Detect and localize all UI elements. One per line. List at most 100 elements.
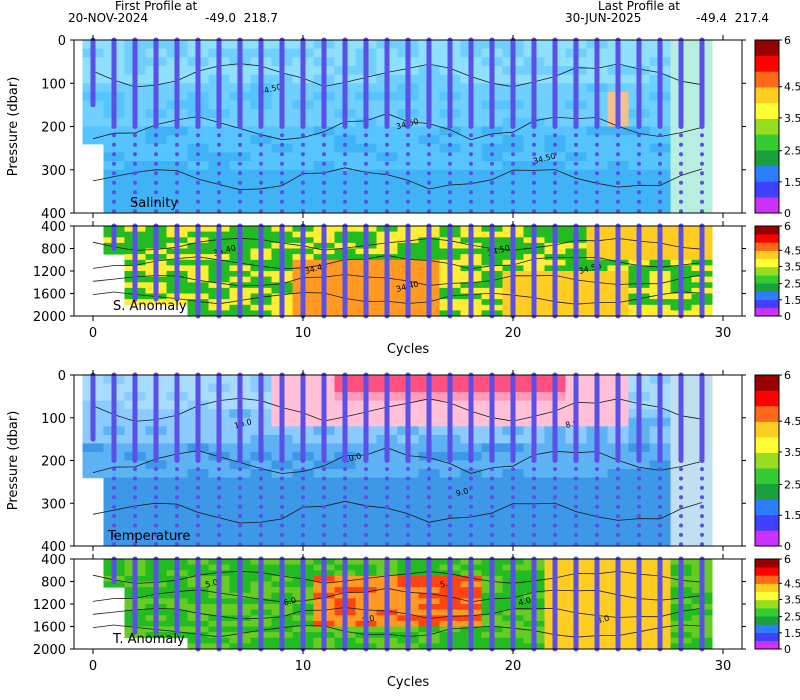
colorbar-tick-label: 3.5 <box>784 261 800 274</box>
profile-sample-point <box>700 485 704 490</box>
profile-sample-point <box>280 171 284 176</box>
profile-sample-point <box>259 161 263 166</box>
profile-sample-point <box>700 161 704 166</box>
y-axis: 400 800 1200 1600 2000 <box>33 553 746 658</box>
profile-sample-point <box>427 532 431 537</box>
profile-sample-point <box>700 209 704 214</box>
profile-sample-point <box>700 476 704 481</box>
profile-sample-point <box>595 152 599 157</box>
profile-sample-point <box>490 171 494 176</box>
colorbar-swatch <box>755 608 779 617</box>
profile-sample-point <box>427 467 431 472</box>
y-axis-label: Pressure (dbar) <box>6 77 21 177</box>
profile-sample-point <box>112 542 116 547</box>
profile-sample-point <box>532 180 536 185</box>
colorbar-swatch <box>755 406 779 422</box>
colorbar-swatch <box>755 575 779 584</box>
profile-sample-point <box>259 504 263 509</box>
profile-sample-point <box>469 485 473 490</box>
profile-sample-point <box>679 171 683 176</box>
profile-sample-point <box>238 133 242 138</box>
profile-sample-point <box>406 133 410 138</box>
profile-sample-point <box>448 209 452 214</box>
profile-sample-point <box>301 152 305 157</box>
colorbar-swatch <box>755 530 779 547</box>
profile-sample-point <box>259 199 263 204</box>
profile-sample-point <box>280 190 284 195</box>
profile-sample-point <box>238 542 242 547</box>
colorbar-swatch <box>755 102 779 119</box>
profile-sample-point <box>679 523 683 528</box>
profile-sample-point <box>175 504 179 509</box>
profile-sample-point <box>280 161 284 166</box>
profile-sample-point <box>322 542 326 547</box>
profile-sample-point <box>112 142 116 147</box>
profile-sample-point <box>322 532 326 537</box>
profile-sample-point <box>553 476 557 481</box>
profile-sample-point <box>616 190 620 195</box>
profile-sample-point <box>679 485 683 490</box>
profile-sample-point <box>385 190 389 195</box>
profile-sample-point <box>511 171 515 176</box>
profile-sample-point <box>112 467 116 472</box>
profile-sample-point <box>343 199 347 204</box>
profile-sample-point <box>427 161 431 166</box>
profile-sample-point <box>385 133 389 138</box>
profile-sample-point <box>133 514 137 519</box>
profile-sample-point <box>490 532 494 537</box>
profile-sample-point <box>637 209 641 214</box>
profile-sample-point <box>322 485 326 490</box>
profile-sample-point <box>574 142 578 147</box>
y-tick-label: 1200 <box>33 265 66 280</box>
profile-sample-point <box>154 504 158 509</box>
profile-sample-point <box>700 171 704 176</box>
profile-sample-point <box>637 171 641 176</box>
profile-markers <box>111 223 705 319</box>
profile-sample-point <box>175 476 179 481</box>
profile-sample-point <box>301 133 305 138</box>
profile-sample-point <box>595 514 599 519</box>
colorbar-tick-label: 0 <box>784 310 791 323</box>
colorbar-swatch <box>755 258 779 268</box>
colorbar-frame <box>754 39 780 214</box>
y-axis: 0 100 200 300 400 Pressure (dbar) <box>6 369 746 555</box>
y-axis: 0 100 200 300 400 Pressure (dbar) <box>6 34 746 222</box>
profile-sample-point <box>511 495 515 500</box>
profile-sample-point <box>595 180 599 185</box>
profile-sample-point <box>511 532 515 537</box>
profile-sample-point <box>238 514 242 519</box>
profile-sample-point <box>385 152 389 157</box>
y-axis: 400 800 1200 1600 2000 <box>33 220 746 325</box>
profile-sample-point <box>511 190 515 195</box>
profile-sample-point <box>364 180 368 185</box>
colorbar-swatch <box>755 437 779 453</box>
profile-sample-point <box>679 133 683 138</box>
profile-sample-point <box>511 209 515 214</box>
profile-sample-point <box>133 190 137 195</box>
profile-sample-point <box>637 514 641 519</box>
contour-line <box>92 167 703 191</box>
profile-sample-point <box>364 514 368 519</box>
profile-sample-point <box>280 199 284 204</box>
profile-sample-point <box>217 133 221 138</box>
profile-sample-point <box>595 542 599 547</box>
profile-sample-point <box>658 495 662 500</box>
first-profile-coords: -49.0 218.7 <box>205 11 279 25</box>
profile-sample-point <box>343 180 347 185</box>
profile-sample-point <box>301 209 305 214</box>
profile-sample-point <box>301 467 305 472</box>
colorbar-swatch <box>755 599 779 609</box>
profile-sample-point <box>385 180 389 185</box>
colorbar-swatch <box>755 421 779 438</box>
profile-sample-point <box>469 514 473 519</box>
profile-sample-point <box>532 209 536 214</box>
profile-sample-point <box>469 161 473 166</box>
profile-sample-point <box>238 467 242 472</box>
profile-sample-point <box>301 142 305 147</box>
profile-sample-point <box>490 504 494 509</box>
profile-sample-point <box>490 542 494 547</box>
profile-sample-point <box>154 523 158 528</box>
profile-sample-point <box>238 171 242 176</box>
